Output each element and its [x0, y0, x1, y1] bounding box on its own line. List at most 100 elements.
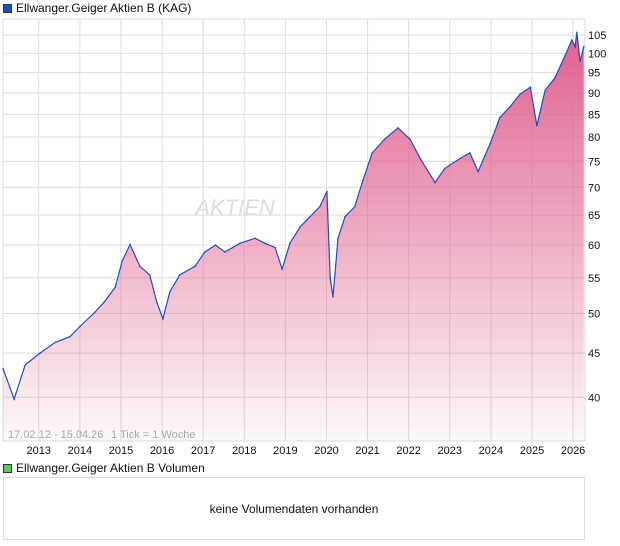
data-point	[319, 205, 321, 208]
data-point	[121, 260, 123, 262]
data-point	[519, 93, 521, 95]
data-point	[281, 268, 283, 270]
data-point	[469, 152, 471, 154]
data-point	[2, 367, 4, 370]
price-area	[3, 32, 584, 441]
x-tick-label: 2014	[68, 445, 92, 457]
y-tick-label: 40	[588, 392, 600, 404]
x-tick-label: 2017	[191, 445, 215, 457]
data-point	[114, 286, 117, 289]
date-range: 17.02.12 - 15.04.26	[8, 429, 103, 441]
data-point	[444, 167, 446, 170]
data-point	[239, 242, 241, 245]
data-point	[254, 237, 256, 240]
data-point	[582, 45, 585, 48]
y-tick-label: 50	[588, 309, 600, 321]
y-tick-label: 90	[588, 88, 600, 100]
data-point	[309, 216, 311, 218]
data-point	[564, 55, 566, 57]
data-point	[326, 190, 328, 193]
data-point	[194, 265, 196, 268]
data-point	[419, 157, 421, 160]
volume-panel: keine Volumendaten vorhanden	[3, 477, 585, 540]
y-tick-label: 80	[588, 132, 600, 144]
data-point	[94, 311, 96, 313]
data-point	[354, 205, 356, 208]
data-point	[54, 341, 56, 344]
volume-legend-label: Ellwanger.Geiger Aktien B Volumen	[16, 461, 205, 475]
data-point	[579, 60, 581, 63]
x-tick-label: 2025	[520, 445, 544, 457]
data-point	[214, 244, 217, 246]
no-volume-message: keine Volumendaten vorhanden	[209, 501, 379, 516]
y-tick-label: 75	[588, 156, 600, 168]
x-tick-label: 2020	[314, 445, 338, 457]
price-line	[2, 32, 585, 401]
data-point	[155, 300, 158, 303]
data-point	[139, 265, 141, 268]
x-tick-label: 2023	[438, 445, 462, 457]
x-tick-label: 2024	[479, 445, 503, 457]
data-point	[24, 364, 26, 366]
data-point	[384, 138, 386, 140]
data-point	[169, 290, 171, 293]
data-point	[575, 31, 578, 34]
data-point	[289, 242, 291, 245]
x-tick-label: 2026	[561, 445, 585, 457]
data-point	[224, 251, 226, 253]
data-point	[397, 127, 399, 129]
data-point	[509, 105, 511, 108]
data-point	[489, 142, 491, 145]
y-tick-label: 55	[588, 273, 600, 285]
x-tick-label: 2013	[27, 445, 51, 457]
data-point	[344, 216, 346, 218]
y-tick-label: 70	[588, 182, 600, 194]
x-tick-label: 2016	[150, 445, 174, 457]
data-point	[178, 274, 181, 276]
data-point	[409, 138, 411, 140]
data-point	[274, 246, 276, 249]
x-tick-label: 2015	[109, 445, 133, 457]
y-tick-label: 95	[588, 68, 600, 80]
y-tick-label: 105	[588, 30, 606, 42]
x-tick-label: 2019	[273, 445, 297, 457]
x-tick-label: 2022	[396, 445, 420, 457]
y-tick-label: 85	[588, 109, 600, 121]
price-legend: Ellwanger.Geiger Aktien B (KAG)	[3, 1, 191, 15]
x-tick-label: 2018	[232, 445, 256, 457]
price-chart: AKTIEN 17.02.12 - 15.04.26 1 Tick = 1 Wo…	[2, 18, 606, 457]
data-point	[264, 242, 266, 245]
data-point	[544, 89, 546, 92]
data-point	[371, 152, 373, 154]
y-tick-label: 45	[588, 348, 600, 360]
y-tick-label: 60	[588, 240, 600, 252]
x-tick-label: 2021	[355, 445, 379, 457]
data-point	[329, 276, 331, 279]
data-point	[554, 77, 556, 79]
volume-legend: Ellwanger.Geiger Aktien B Volumen	[3, 461, 205, 475]
data-point	[571, 39, 573, 41]
data-point	[69, 335, 71, 338]
data-point	[536, 124, 538, 127]
y-tick-label: 65	[588, 210, 600, 222]
data-point	[459, 157, 461, 160]
tick-info: 1 Tick = 1 Woche	[111, 429, 195, 441]
data-point	[361, 181, 364, 184]
data-point	[103, 300, 106, 303]
data-point	[204, 251, 206, 253]
data-point	[129, 243, 131, 246]
data-point	[332, 295, 334, 298]
data-point	[499, 116, 501, 119]
volume-legend-swatch	[3, 463, 12, 473]
y-tick-label: 100	[588, 48, 606, 60]
watermark: AKTIEN	[193, 195, 275, 220]
price-legend-label: Ellwanger.Geiger Aktien B (KAG)	[16, 1, 192, 15]
data-point	[529, 86, 532, 88]
data-point	[299, 225, 301, 228]
data-point	[13, 398, 15, 400]
data-point	[39, 352, 41, 354]
data-point	[79, 325, 81, 328]
price-legend-swatch	[3, 3, 12, 13]
data-point	[574, 45, 576, 48]
data-point	[477, 170, 479, 173]
